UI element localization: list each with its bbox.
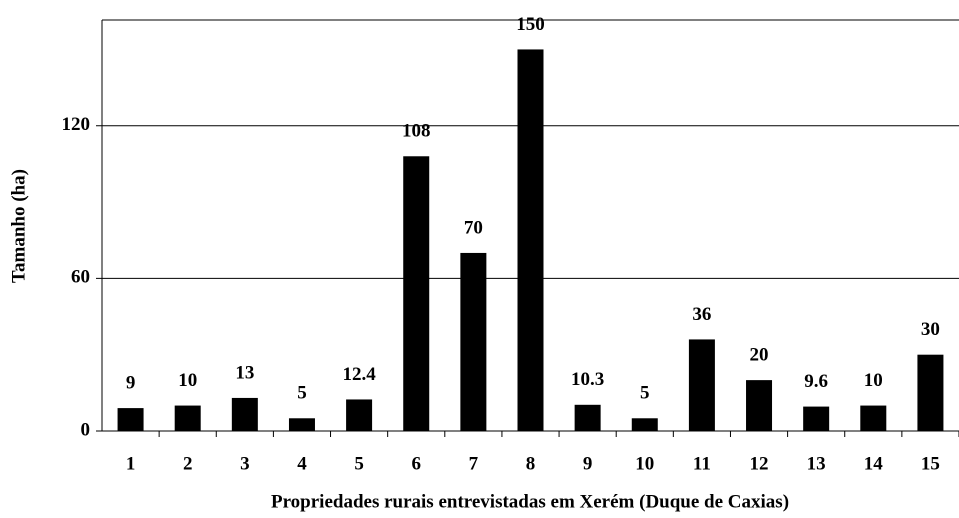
x-tick-label: 2 bbox=[183, 453, 193, 474]
value-label: 70 bbox=[464, 217, 483, 238]
bar bbox=[117, 408, 144, 431]
y-tick-label: 60 bbox=[71, 267, 90, 288]
value-label: 10 bbox=[178, 370, 197, 391]
value-label: 10 bbox=[864, 370, 883, 391]
y-tick-label: 120 bbox=[62, 114, 91, 135]
x-axis-label: Propriedades rurais entrevistadas em Xer… bbox=[271, 491, 789, 512]
x-tick-label: 13 bbox=[807, 453, 826, 474]
x-tick-label: 4 bbox=[297, 453, 307, 474]
bar bbox=[746, 380, 773, 431]
bar bbox=[460, 252, 487, 431]
x-tick-label: 15 bbox=[921, 453, 940, 474]
bar bbox=[288, 418, 315, 431]
x-tick-label: 8 bbox=[526, 453, 536, 474]
value-label: 10.3 bbox=[571, 369, 604, 390]
bar bbox=[403, 156, 430, 431]
bar bbox=[860, 405, 887, 431]
value-label: 9.6 bbox=[804, 371, 828, 392]
bar bbox=[574, 404, 601, 431]
x-tick-label: 3 bbox=[240, 453, 250, 474]
value-label: 13 bbox=[235, 362, 254, 383]
y-tick-label: 0 bbox=[81, 419, 91, 440]
x-tick-label: 9 bbox=[583, 453, 593, 474]
bar bbox=[174, 405, 201, 431]
value-label: 9 bbox=[126, 372, 136, 393]
bar bbox=[231, 397, 258, 431]
x-tick-label: 5 bbox=[354, 453, 364, 474]
value-label: 20 bbox=[750, 344, 769, 365]
bar bbox=[517, 49, 544, 431]
value-label: 5 bbox=[297, 383, 307, 404]
value-label: 12.4 bbox=[342, 364, 376, 385]
x-tick-label: 14 bbox=[864, 453, 884, 474]
bar bbox=[688, 339, 715, 431]
value-label: 5 bbox=[640, 383, 650, 404]
bar bbox=[346, 399, 373, 431]
y-axis-label: Tamanho (ha) bbox=[8, 169, 29, 283]
x-tick-label: 12 bbox=[750, 453, 769, 474]
value-label: 36 bbox=[692, 304, 711, 325]
x-tick-label: 7 bbox=[469, 453, 479, 474]
x-tick-label: 6 bbox=[411, 453, 421, 474]
value-label: 30 bbox=[921, 319, 940, 340]
bar bbox=[803, 406, 830, 431]
x-tick-label: 10 bbox=[635, 453, 654, 474]
bar bbox=[631, 418, 658, 431]
bar bbox=[917, 354, 944, 431]
x-tick-label: 11 bbox=[693, 453, 711, 474]
value-label: 150 bbox=[516, 14, 545, 35]
x-tick-label: 1 bbox=[126, 453, 136, 474]
value-label: 108 bbox=[402, 121, 431, 142]
